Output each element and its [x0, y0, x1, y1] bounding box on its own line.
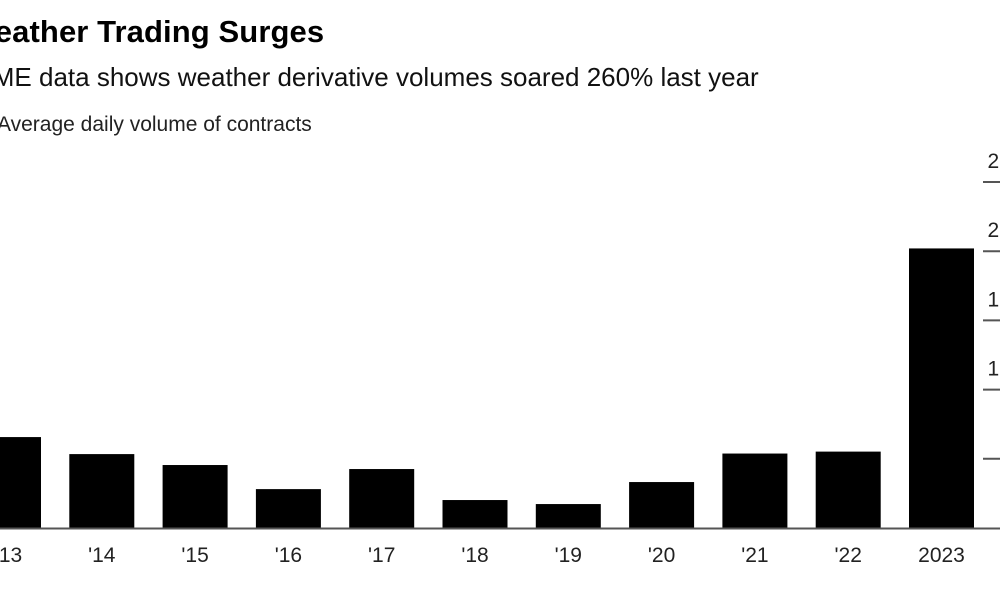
bar-2023	[909, 248, 974, 528]
y-tick-label: 1,500	[987, 288, 1000, 311]
x-tick-label: '18	[461, 544, 488, 567]
y-axis-ticks: 5001,0001,5002,0002,500	[983, 150, 1000, 460]
bar-21	[722, 453, 788, 528]
chart-subtitle: CME data shows weather derivative volume…	[0, 62, 759, 92]
chart-title: Weather Trading Surges	[0, 14, 325, 49]
x-tick-label: '13	[0, 544, 22, 567]
x-tick-label: '15	[181, 544, 208, 567]
x-tick-label: '16	[275, 544, 302, 567]
bars	[0, 248, 974, 528]
bar-20	[629, 482, 695, 528]
x-tick-label: '19	[555, 544, 582, 567]
y-tick-label: 1,000	[987, 358, 1000, 381]
bar-17	[349, 469, 415, 528]
y-tick-label: 2,000	[987, 219, 1000, 242]
x-tick-label: '21	[741, 544, 768, 567]
x-tick-label: '14	[88, 544, 116, 567]
bar-18	[442, 500, 508, 528]
x-tick-label: '20	[648, 544, 675, 567]
y-axis-unit-label: Average daily volume of contracts	[0, 113, 312, 136]
bar-22	[815, 451, 881, 528]
bar-14	[69, 454, 135, 528]
y-tick-label: 2,500	[987, 150, 1000, 173]
bar-15	[162, 465, 228, 528]
x-tick-label: 2023	[918, 544, 965, 567]
bar-19	[535, 504, 601, 528]
bar-16	[255, 489, 321, 528]
x-axis-labels: '13 '14 '15 '16 '17 '18 '19 '20 '21 '22 2023	[0, 544, 965, 567]
x-tick-label: '17	[368, 544, 395, 567]
bar-13	[0, 437, 41, 528]
x-tick-label: '22	[835, 544, 862, 567]
